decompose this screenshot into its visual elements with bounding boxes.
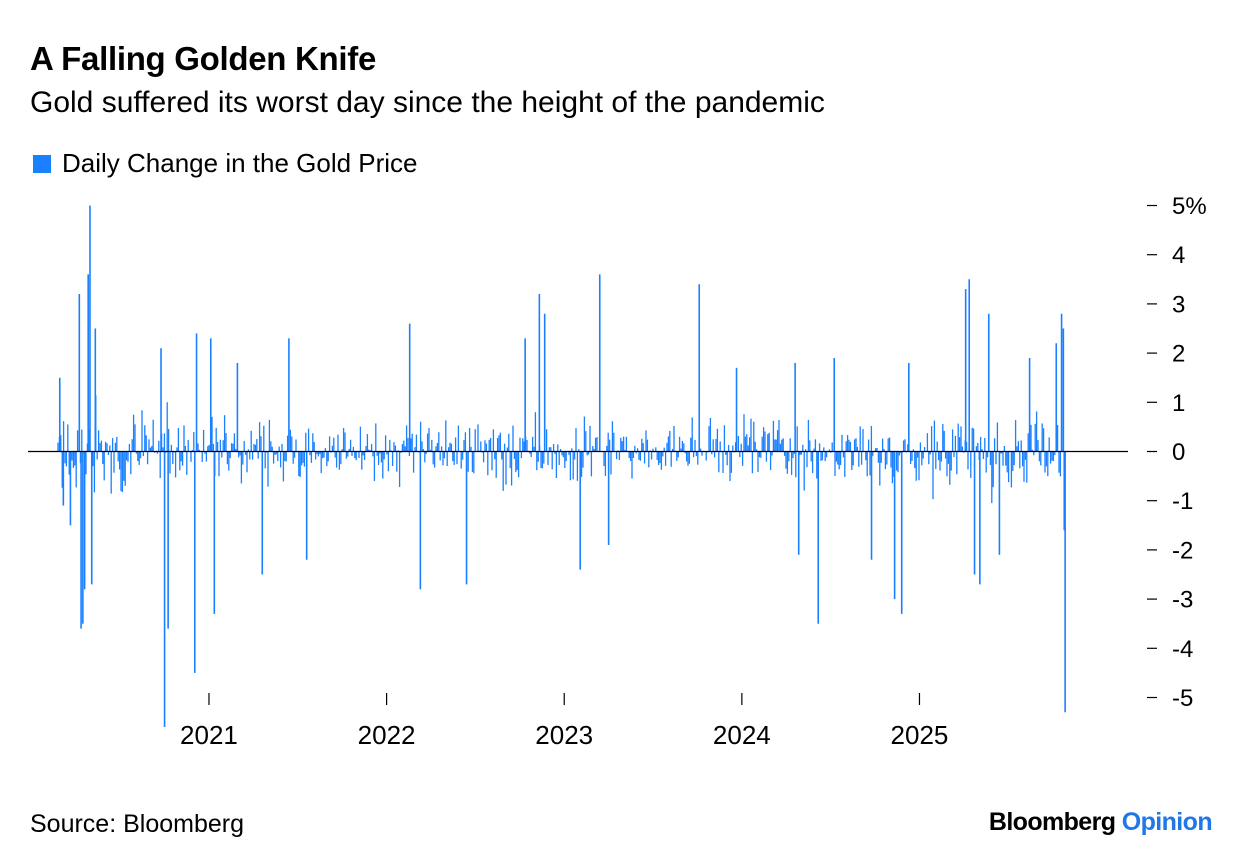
chart-subtitle: Gold suffered its worst day since the he… — [30, 86, 825, 119]
x-tick-label: 2022 — [358, 720, 416, 750]
x-tick-label: 2025 — [891, 720, 949, 750]
y-tick-label: 0 — [1172, 439, 1185, 466]
brand-logo: Bloomberg Opinion — [988, 808, 1213, 837]
y-tick-label: -2 — [1172, 537, 1193, 564]
brand-secondary: Opinion — [1121, 808, 1213, 836]
bars-group — [57, 205, 1066, 728]
chart-title: A Falling Golden Knife — [30, 40, 377, 77]
y-tick-label: -4 — [1172, 636, 1193, 663]
y-tick-label: -1 — [1172, 488, 1193, 515]
y-tick-label: 5% — [1172, 193, 1207, 220]
y-tick-label: -3 — [1172, 587, 1193, 614]
x-tick-label: 2021 — [180, 720, 238, 750]
chart-legend: Daily Change in the Gold Price — [33, 148, 418, 179]
x-tick-label: 2024 — [713, 720, 771, 750]
y-tick-label: -5 — [1172, 685, 1193, 712]
y-axis: 5% 4 3 2 1 0 -1 -2 -3 -4 -5 — [1147, 193, 1207, 712]
y-tick-label: 1 — [1172, 390, 1185, 417]
source-note: Source: Bloomberg — [30, 810, 245, 838]
legend-swatch — [33, 154, 51, 173]
x-axis: 2021 2022 2023 2024 2025 — [180, 693, 948, 750]
legend-label: Daily Change in the Gold Price — [62, 148, 418, 178]
y-tick-label: 3 — [1172, 291, 1185, 318]
y-tick-label: 4 — [1172, 242, 1185, 269]
y-tick-label: 2 — [1172, 341, 1185, 368]
x-tick-label: 2023 — [535, 720, 593, 750]
brand-primary: Bloomberg — [988, 808, 1116, 836]
